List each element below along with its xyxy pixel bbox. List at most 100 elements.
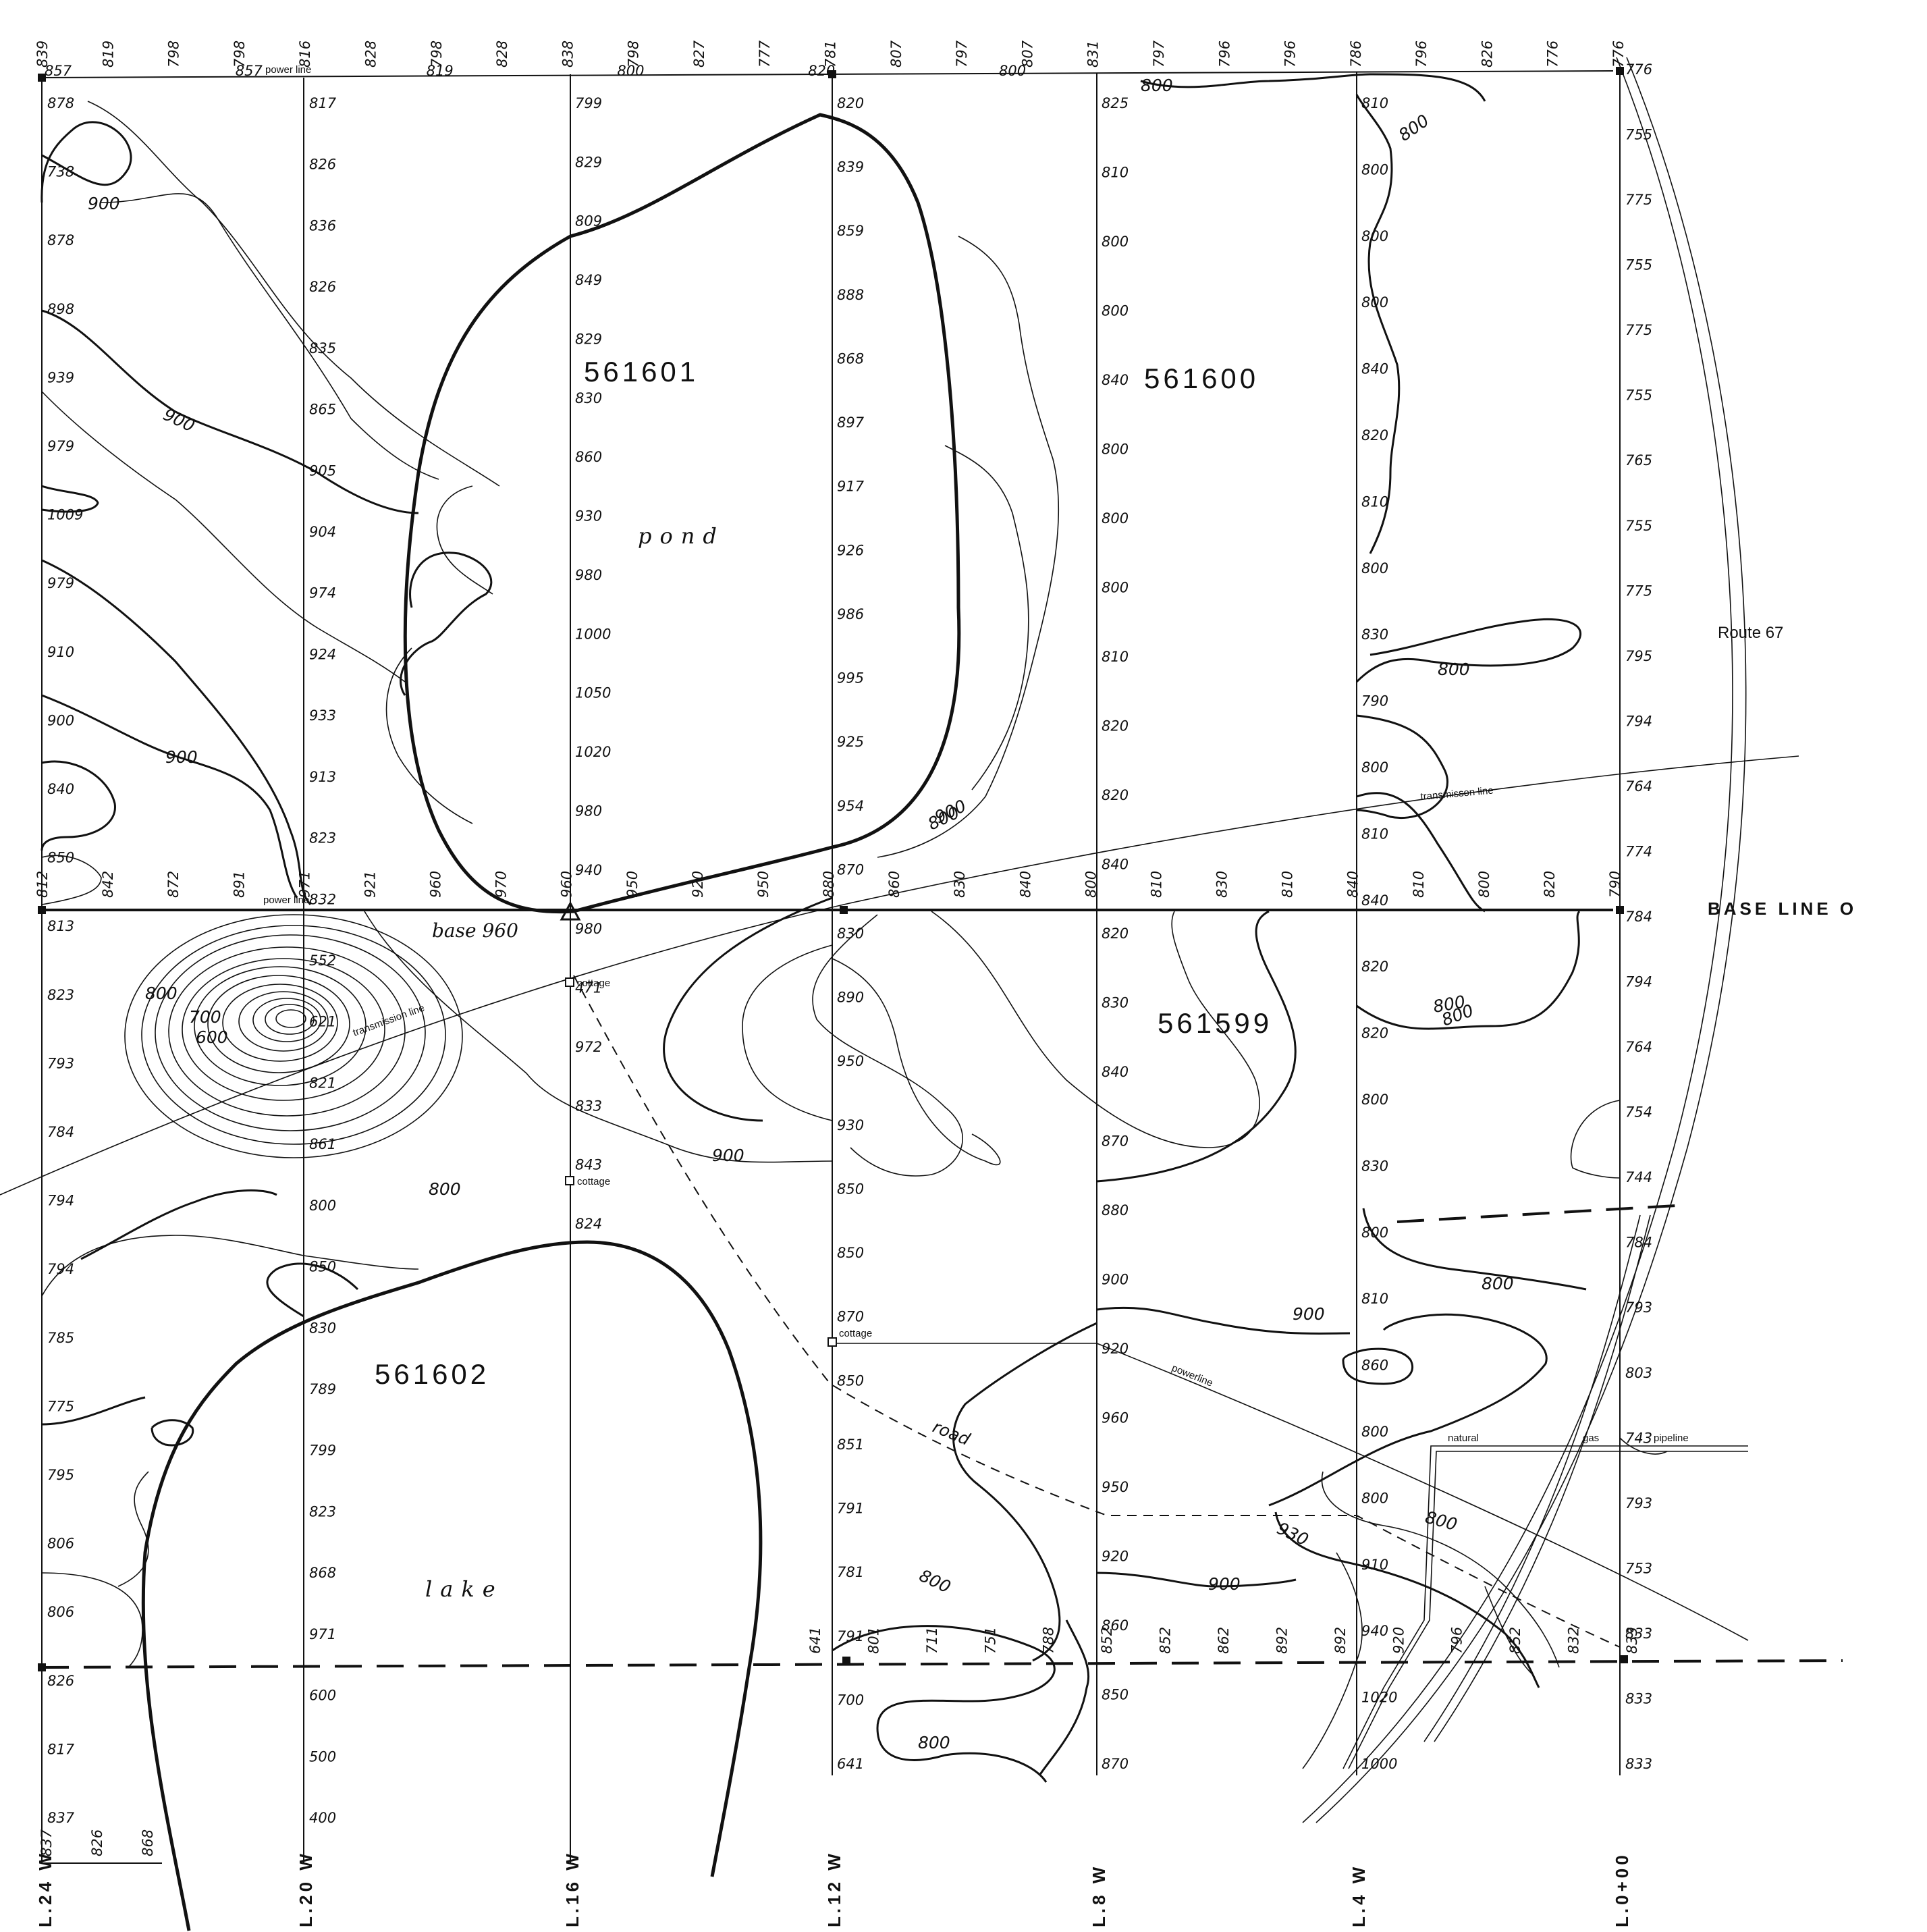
route-67-edge xyxy=(1315,57,1747,1823)
contour-ring xyxy=(182,958,385,1101)
reading-value: 784 xyxy=(1625,909,1652,925)
corner-post xyxy=(1616,906,1624,914)
reading-value: 803 xyxy=(1625,1365,1652,1381)
line-label: L.24 W xyxy=(35,1850,55,1927)
reading-value: 926 xyxy=(837,542,864,558)
reading-value: 832 xyxy=(309,891,336,907)
claim-number: 561600 xyxy=(1144,363,1259,394)
reading-value: 925 xyxy=(837,734,864,750)
reading-value: 831 xyxy=(1085,41,1102,68)
contour-line xyxy=(877,236,1060,858)
reading-value: 793 xyxy=(1625,1299,1652,1316)
reading-value: 796 xyxy=(1413,41,1430,68)
reading-value: 754 xyxy=(1625,1104,1652,1121)
reading-value: 849 xyxy=(575,272,602,288)
reading-value: 641 xyxy=(837,1756,864,1772)
infrastructure xyxy=(0,57,1799,1823)
reading-value: 1050 xyxy=(575,685,611,701)
reading-value: 796 xyxy=(1449,1627,1465,1654)
line-labels: BASE LINE O L.24 W L.20 W L.16 W L.12 W … xyxy=(35,898,1857,1927)
claim-labels: 561601 561600 561599 561602 pond lake xyxy=(375,356,1269,1602)
reading-value: 878 xyxy=(47,232,74,248)
cottage-icon xyxy=(565,977,574,987)
reading-value: 796 xyxy=(1282,41,1299,68)
reading-value: 980 xyxy=(575,567,602,583)
pond-label: pond xyxy=(638,523,725,549)
reading-value: 917 xyxy=(837,479,865,495)
reading-value: 781 xyxy=(837,1564,864,1580)
reading-value: 800 xyxy=(1361,1092,1388,1108)
contour-line xyxy=(87,101,500,487)
reading-value: 820 xyxy=(1542,871,1558,898)
reading-value: 852 xyxy=(1099,1627,1115,1654)
reading-value: 1020 xyxy=(575,744,611,760)
reading-value: 810 xyxy=(1361,493,1388,510)
cottage-label: cottage xyxy=(577,1176,610,1187)
contour-label: 600 xyxy=(196,1027,228,1047)
contour-labels: 900 900 900 800 700 600 800 900 800 900 … xyxy=(88,76,1514,1752)
power-line-label: power line xyxy=(263,894,309,906)
reading-value: 755 xyxy=(1625,257,1652,273)
base-station-label: base 960 xyxy=(432,919,518,942)
contour-ring xyxy=(238,991,329,1052)
contour-line xyxy=(364,911,833,1163)
route-67-edge xyxy=(1302,57,1733,1823)
reading-value: 800 xyxy=(1102,303,1129,319)
reading-value: 810 xyxy=(1361,1291,1388,1307)
reading-value: 900 xyxy=(47,712,74,728)
contour-ring xyxy=(168,946,406,1117)
reading-value: 974 xyxy=(309,585,336,601)
reading-value: 753 xyxy=(1625,1560,1652,1576)
reading-value: 857 xyxy=(45,63,72,79)
contour-line xyxy=(1570,1100,1621,1179)
contour-ring xyxy=(222,984,338,1062)
reading-value: 913 xyxy=(309,769,336,785)
corner-post xyxy=(38,1663,46,1671)
contour-ring xyxy=(265,1004,315,1035)
reading-value: 600 xyxy=(309,1688,336,1704)
contour-line xyxy=(663,896,833,1122)
shorelines xyxy=(141,113,1056,1931)
reading-value: 744 xyxy=(1625,1169,1652,1185)
reading-value: 800 xyxy=(1361,759,1388,776)
reading-value: 870 xyxy=(1102,1133,1129,1150)
reading-value: 829 xyxy=(575,154,602,170)
transmission-line-label: transmission line xyxy=(352,1002,427,1039)
reading-value: 812 xyxy=(34,871,51,898)
road xyxy=(573,975,1621,1648)
reading-value: 986 xyxy=(837,606,864,622)
reading-value: 738 xyxy=(47,164,74,180)
contour-label: 800 xyxy=(916,1565,954,1596)
reading-value: 872 xyxy=(165,871,182,898)
reading-value: 920 xyxy=(690,871,706,898)
corner-post xyxy=(840,906,848,914)
reading-value: 970 xyxy=(493,871,510,898)
reading-value: 794 xyxy=(47,1193,74,1209)
reading-value: 905 xyxy=(309,462,336,479)
reading-value: 817 xyxy=(47,1741,75,1757)
reading-value: 775 xyxy=(47,1398,74,1414)
contour-line xyxy=(1096,910,1297,1183)
route-67-edge xyxy=(1423,1214,1641,1742)
reading-value: 806 xyxy=(47,1536,74,1552)
contour-line xyxy=(1140,73,1486,102)
reading-value: 775 xyxy=(1625,583,1652,599)
reading-value: 799 xyxy=(309,1443,336,1459)
base-line-label: BASE LINE O xyxy=(1708,898,1857,919)
reading-value: 793 xyxy=(1625,1495,1652,1511)
reading-value: 833 xyxy=(1625,1756,1652,1772)
reading-value: 850 xyxy=(309,1259,336,1275)
reading-value: 839 xyxy=(34,41,51,68)
reading-value: 850 xyxy=(837,1245,864,1261)
contour-line xyxy=(41,1235,419,1297)
reading-value: 794 xyxy=(47,1261,74,1277)
reading-value: 971 xyxy=(296,871,313,898)
reading-value: 807 xyxy=(888,40,904,68)
pipeline-label: pipeline xyxy=(1654,1432,1689,1444)
reading-value: 860 xyxy=(575,449,602,465)
reading-value: 796 xyxy=(1216,41,1232,68)
reading-value: 800 xyxy=(1476,871,1492,898)
reading-value: 751 xyxy=(982,1627,998,1654)
reading-value: 810 xyxy=(1361,826,1388,842)
cottage-label: cottage xyxy=(839,1328,872,1339)
